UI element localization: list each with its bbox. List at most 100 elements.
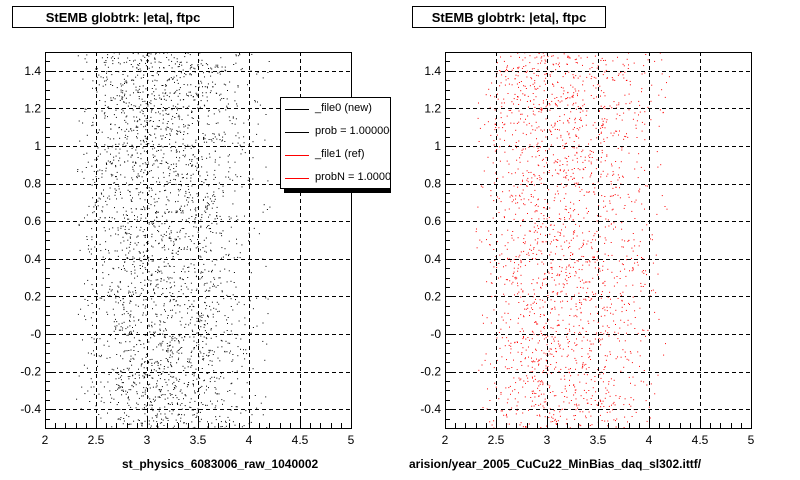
data-point xyxy=(500,82,502,84)
y-tick-label: -0.4 xyxy=(420,402,441,416)
data-point xyxy=(267,298,269,300)
data-point xyxy=(612,78,614,80)
data-point xyxy=(530,371,532,373)
data-point xyxy=(208,364,210,366)
data-point xyxy=(140,70,142,72)
data-point xyxy=(602,74,604,76)
data-point xyxy=(225,420,226,422)
data-point xyxy=(631,201,633,203)
data-point xyxy=(199,321,201,323)
data-point xyxy=(238,301,240,303)
data-point xyxy=(91,228,93,230)
data-point xyxy=(552,421,554,422)
data-point xyxy=(179,305,181,307)
legend-line-black xyxy=(285,132,309,133)
data-point xyxy=(546,99,548,101)
data-point xyxy=(192,409,194,411)
data-point xyxy=(157,287,159,289)
data-point xyxy=(117,132,118,134)
data-point xyxy=(505,76,507,78)
data-point xyxy=(209,378,211,380)
data-point xyxy=(520,296,522,298)
data-point xyxy=(608,391,610,393)
data-point xyxy=(550,251,552,253)
data-point xyxy=(128,292,129,294)
data-point xyxy=(525,382,526,384)
data-point xyxy=(632,250,634,252)
data-point xyxy=(180,132,182,133)
data-point xyxy=(161,247,163,249)
data-point xyxy=(554,336,556,338)
data-point xyxy=(155,370,157,372)
data-point xyxy=(549,74,551,76)
data-point xyxy=(549,243,551,245)
data-point xyxy=(187,186,189,187)
data-point xyxy=(84,315,85,317)
data-point xyxy=(157,126,159,128)
data-point xyxy=(619,130,620,132)
data-point xyxy=(137,92,139,93)
data-point xyxy=(626,358,628,360)
data-point xyxy=(563,170,565,172)
data-point xyxy=(151,324,153,326)
data-point xyxy=(193,375,195,377)
data-point xyxy=(478,102,479,104)
data-point xyxy=(504,217,505,219)
data-point xyxy=(105,84,107,86)
data-point xyxy=(506,248,508,250)
data-point xyxy=(229,120,231,122)
data-point xyxy=(483,170,485,172)
data-point xyxy=(502,122,503,124)
data-point xyxy=(188,384,189,386)
data-point xyxy=(172,410,174,412)
data-point xyxy=(570,84,572,86)
data-point xyxy=(597,405,599,406)
data-point xyxy=(135,162,137,164)
data-point xyxy=(189,54,191,56)
data-point xyxy=(268,61,270,62)
data-point xyxy=(563,114,565,116)
data-point xyxy=(106,164,108,165)
data-point xyxy=(632,284,634,286)
data-point xyxy=(489,421,491,423)
data-point xyxy=(618,134,619,136)
data-point xyxy=(174,340,176,342)
data-point xyxy=(565,177,567,179)
data-point xyxy=(515,256,517,258)
data-point xyxy=(197,239,199,240)
data-point xyxy=(112,85,114,86)
data-point xyxy=(513,259,515,260)
data-point xyxy=(262,340,264,342)
data-point xyxy=(558,283,560,285)
data-point xyxy=(97,200,99,202)
data-point xyxy=(151,417,153,419)
data-point xyxy=(553,355,555,357)
data-point xyxy=(211,68,213,70)
data-point xyxy=(658,94,660,96)
data-point xyxy=(217,357,219,359)
data-point xyxy=(540,182,542,184)
data-point xyxy=(545,226,547,228)
data-point xyxy=(186,248,188,250)
data-point xyxy=(118,329,120,331)
data-point xyxy=(201,156,203,158)
data-point xyxy=(141,288,143,289)
data-point xyxy=(267,72,269,73)
data-point xyxy=(81,386,83,388)
data-point xyxy=(132,197,133,199)
data-point xyxy=(558,129,560,131)
data-point xyxy=(576,182,577,184)
data-point xyxy=(504,312,506,314)
data-point xyxy=(166,94,168,96)
data-point xyxy=(123,62,125,64)
data-point xyxy=(148,384,149,386)
data-point xyxy=(604,397,606,399)
axis-ticks xyxy=(445,52,752,429)
data-point xyxy=(142,85,144,87)
data-point xyxy=(620,294,622,296)
data-point xyxy=(228,270,230,272)
data-point xyxy=(568,277,570,278)
data-point xyxy=(589,261,591,263)
data-point xyxy=(241,149,243,151)
data-point xyxy=(148,324,150,326)
